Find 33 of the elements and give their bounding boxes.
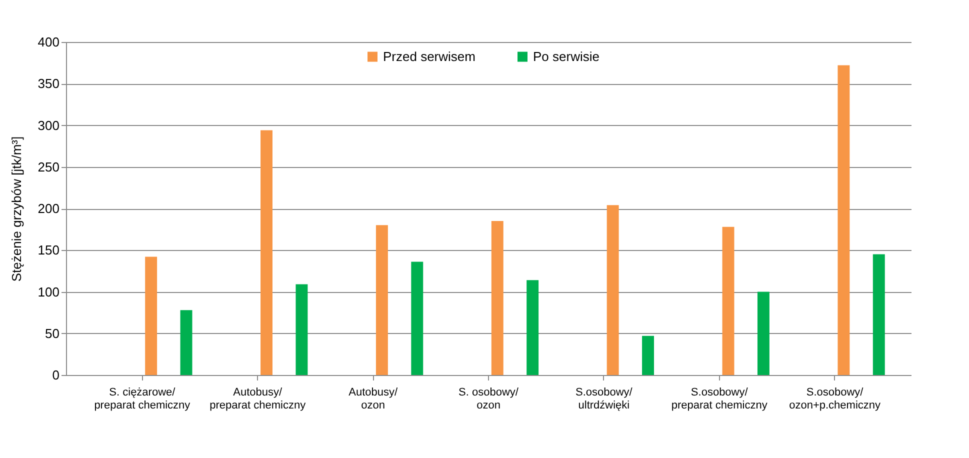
x-tick-label: Autobusy/ preparat chemiczny bbox=[210, 386, 306, 412]
bar bbox=[296, 284, 308, 375]
bar bbox=[872, 254, 885, 375]
y-tick-label: 0 bbox=[52, 368, 60, 382]
bar bbox=[838, 65, 850, 375]
x-tick-label: S.osobowy/ ultrdźwięki bbox=[576, 386, 634, 412]
y-tick-label: 250 bbox=[38, 159, 60, 174]
y-axis-title: Stężenie grzybów [jtk/m³] bbox=[8, 136, 24, 282]
bar bbox=[260, 130, 272, 375]
bar bbox=[491, 220, 504, 375]
y-tick-label: 150 bbox=[38, 242, 60, 258]
bar bbox=[642, 336, 654, 375]
legend-label: Przed serwisem bbox=[383, 48, 476, 64]
bar bbox=[145, 256, 158, 375]
x-tick-label: S. ciężarowe/ preparat chemiczny bbox=[94, 386, 191, 412]
x-tick-label: Autobusy/ ozon bbox=[348, 386, 398, 412]
bar bbox=[526, 280, 539, 375]
y-tick-label: 300 bbox=[38, 118, 60, 133]
x-tick-label: S.osobowy/ ozon+p.chemiczny bbox=[789, 386, 882, 412]
legend-label: Po serwisie bbox=[533, 48, 600, 64]
x-tick-label: S. osobowy/ ozon bbox=[458, 386, 520, 412]
bar bbox=[376, 225, 388, 375]
y-tick-label: 200 bbox=[38, 201, 60, 216]
y-tick-label: 400 bbox=[38, 34, 60, 50]
bar bbox=[606, 205, 619, 375]
bar bbox=[757, 292, 770, 375]
x-tick-label: S.osobowy/ preparat chemiczny bbox=[671, 386, 768, 412]
y-tick-label: 350 bbox=[38, 76, 60, 92]
y-tick-label: 50 bbox=[45, 326, 60, 341]
y-tick-label: 100 bbox=[38, 284, 60, 300]
bar bbox=[180, 310, 192, 375]
bar bbox=[411, 262, 424, 375]
bar bbox=[722, 226, 734, 375]
